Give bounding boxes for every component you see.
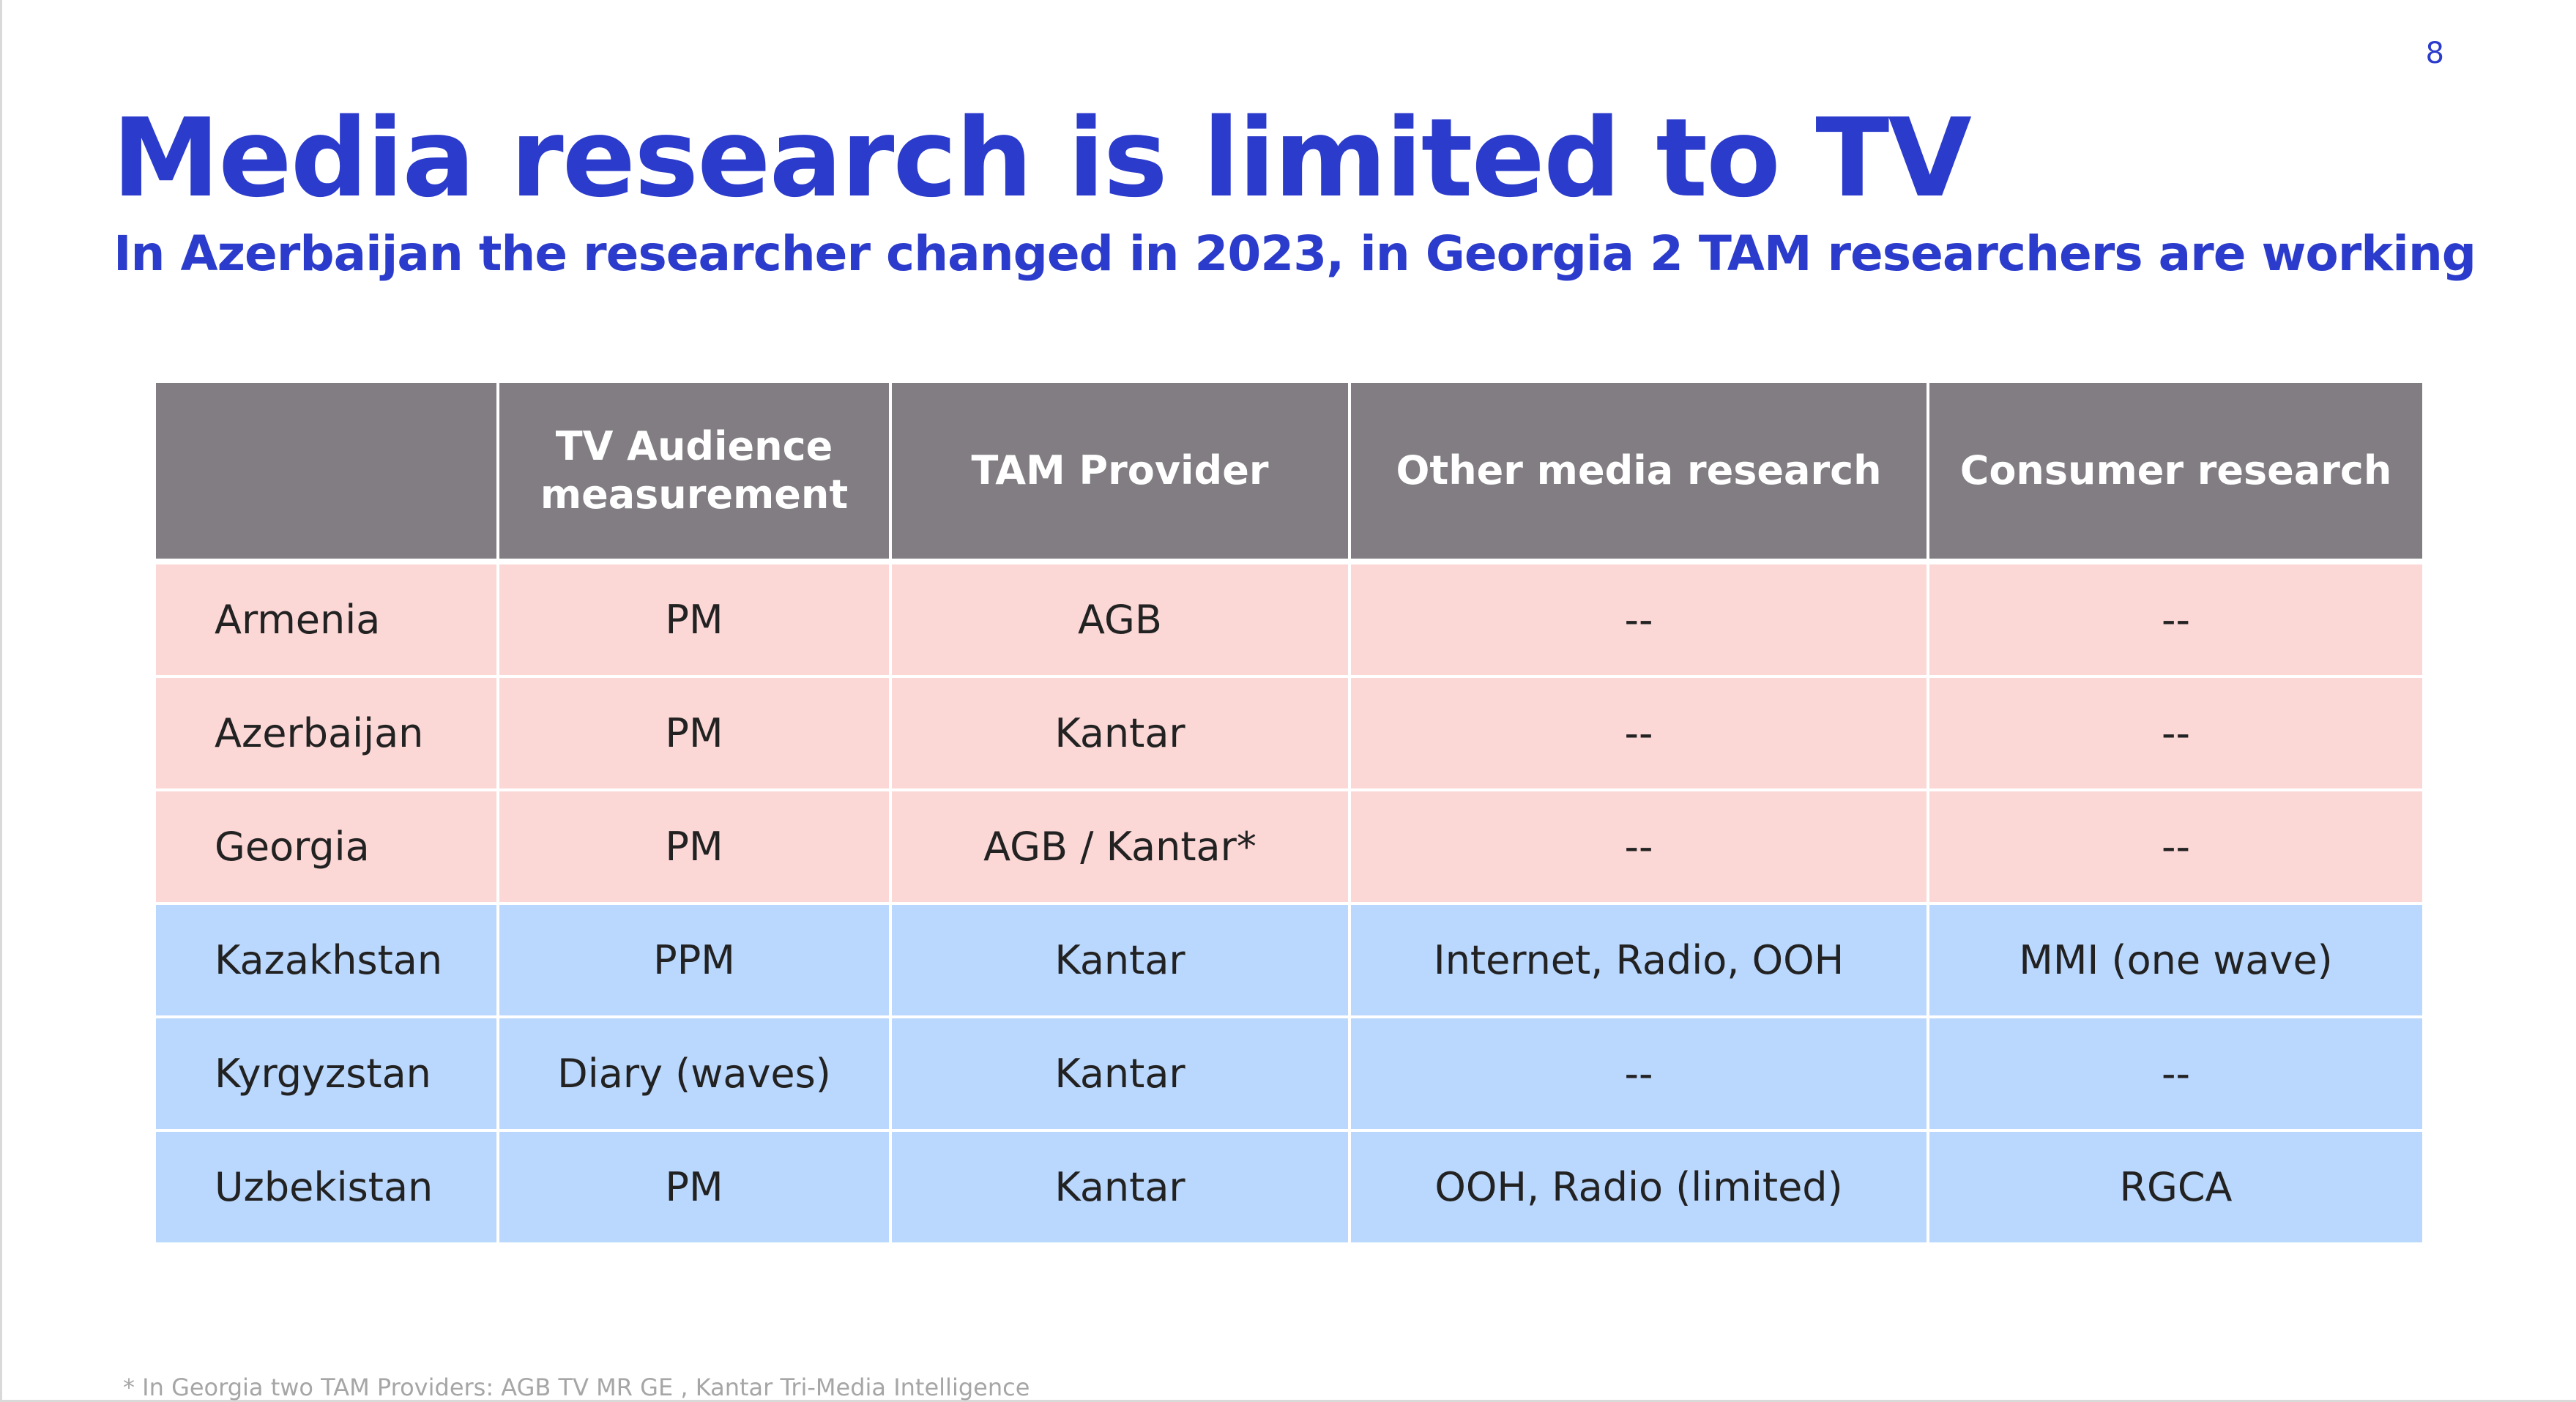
- table-row: Kazakhstan PPM Kantar Internet, Radio, O…: [156, 902, 2422, 1018]
- cell-tam-provider: Kantar: [889, 1129, 1351, 1245]
- cell-tam-provider: AGB: [889, 560, 1351, 678]
- page-number: 8: [2425, 37, 2444, 70]
- header-consumer-research: Consumer research: [1927, 383, 2422, 564]
- header-country: [156, 383, 499, 564]
- cell-tv-audience-measurement: PM: [496, 788, 892, 905]
- cell-tv-audience-measurement: Diary (waves): [496, 1015, 892, 1132]
- media-research-table: TV Audience measurement TAM Provider Oth…: [156, 383, 2422, 1245]
- cell-other-media-research: Internet, Radio, OOH: [1348, 902, 1929, 1018]
- cell-other-media-research: --: [1348, 1015, 1929, 1132]
- cell-tam-provider: Kantar: [889, 902, 1351, 1018]
- slide-title: Media research is limited to TV: [112, 95, 1972, 221]
- cell-other-media-research: --: [1348, 560, 1929, 678]
- slide-subtitle: In Azerbaijan the researcher changed in …: [113, 225, 2476, 282]
- cell-tv-audience-measurement: PM: [496, 1129, 892, 1245]
- cell-other-media-research: OOH, Radio (limited): [1348, 1129, 1929, 1245]
- table-row: Georgia PM AGB / Kantar* -- --: [156, 788, 2422, 905]
- cell-tam-provider: Kantar: [889, 675, 1351, 791]
- cell-country: Armenia: [156, 560, 499, 678]
- cell-consumer-research: RGCA: [1927, 1129, 2422, 1245]
- table-row: Azerbaijan PM Kantar -- --: [156, 675, 2422, 791]
- cell-tam-provider: Kantar: [889, 1015, 1351, 1132]
- cell-consumer-research: --: [1927, 675, 2422, 791]
- cell-tv-audience-measurement: PM: [496, 675, 892, 791]
- cell-country: Azerbaijan: [156, 675, 499, 791]
- table-row: Uzbekistan PM Kantar OOH, Radio (limited…: [156, 1129, 2422, 1245]
- cell-other-media-research: --: [1348, 788, 1929, 905]
- cell-consumer-research: --: [1927, 560, 2422, 678]
- table-row: Kyrgyzstan Diary (waves) Kantar -- --: [156, 1015, 2422, 1132]
- cell-country: Kyrgyzstan: [156, 1015, 499, 1132]
- cell-tv-audience-measurement: PPM: [496, 902, 892, 1018]
- cell-tam-provider: AGB / Kantar*: [889, 788, 1351, 905]
- header-tam-provider: TAM Provider: [889, 383, 1351, 564]
- header-other-media-research: Other media research: [1348, 383, 1929, 564]
- cell-other-media-research: --: [1348, 675, 1929, 791]
- cell-country: Georgia: [156, 788, 499, 905]
- header-tv-audience-measurement: TV Audience measurement: [496, 383, 892, 564]
- cell-country: Uzbekistan: [156, 1129, 499, 1245]
- cell-consumer-research: --: [1927, 1015, 2422, 1132]
- cell-consumer-research: MMI (one wave): [1927, 902, 2422, 1018]
- table-header-row: TV Audience measurement TAM Provider Oth…: [156, 383, 2422, 564]
- cell-country: Kazakhstan: [156, 902, 499, 1018]
- table-row: Armenia PM AGB -- --: [156, 560, 2422, 678]
- footnote: * In Georgia two TAM Providers: AGB TV M…: [123, 1373, 1030, 1401]
- cell-tv-audience-measurement: PM: [496, 560, 892, 678]
- cell-consumer-research: --: [1927, 788, 2422, 905]
